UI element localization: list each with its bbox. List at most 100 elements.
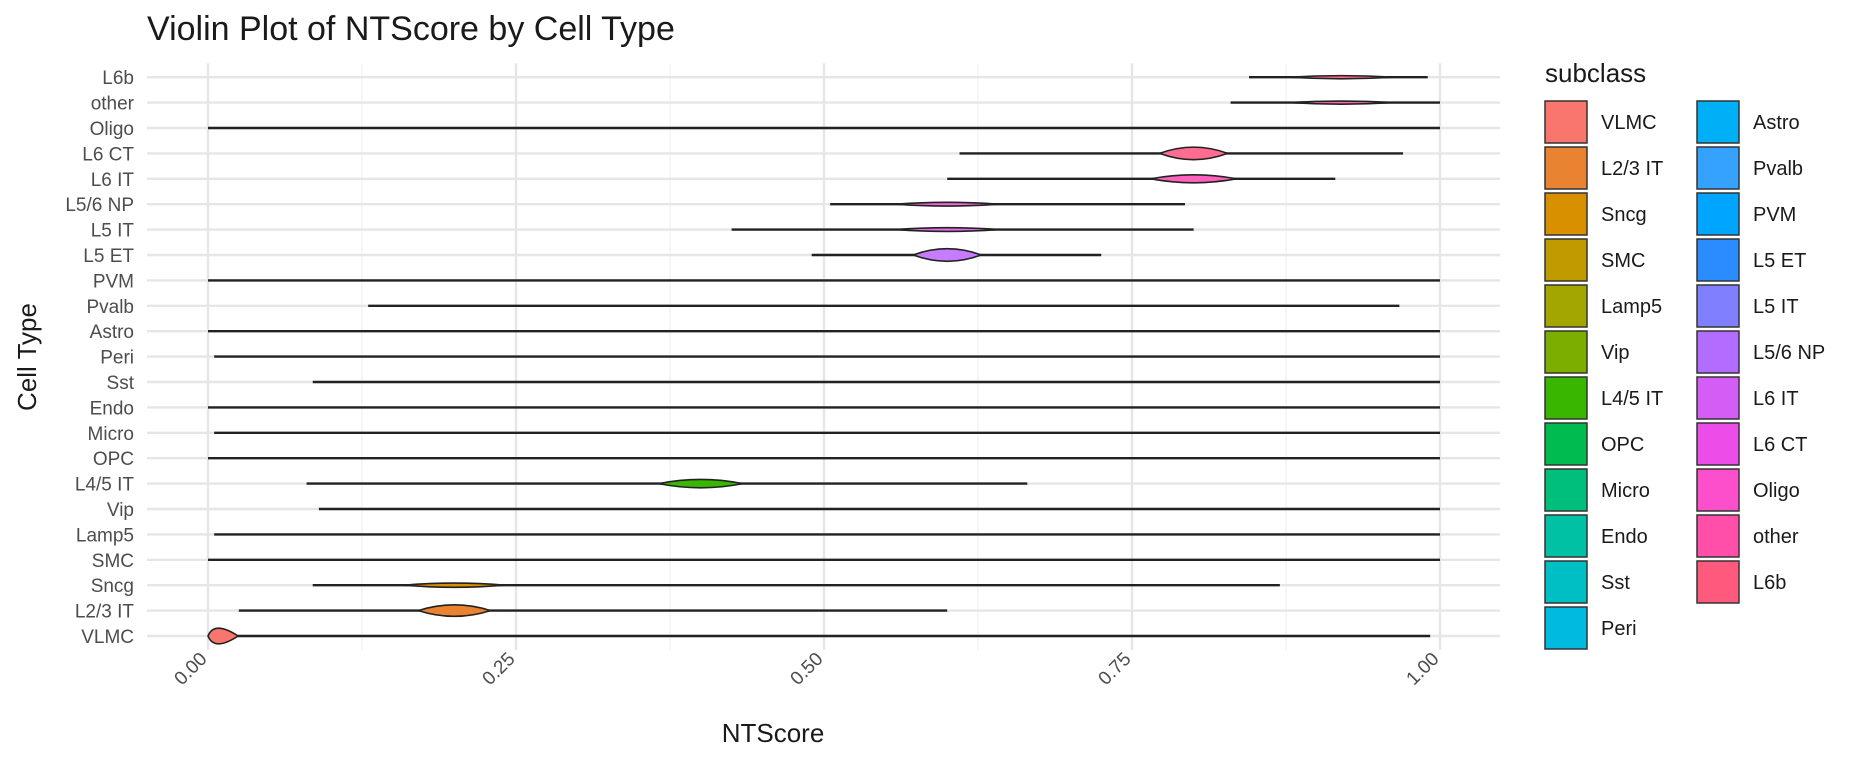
legend-label: VLMC bbox=[1601, 112, 1657, 134]
y-tick-label: other bbox=[91, 94, 135, 115]
y-tick-label: L6 IT bbox=[91, 170, 135, 191]
legend-label: Peri bbox=[1601, 618, 1637, 640]
y-tick-label: Peri bbox=[100, 348, 134, 369]
legend-label: Sncg bbox=[1601, 204, 1647, 226]
legend-label: OPC bbox=[1601, 434, 1644, 456]
violin-body bbox=[896, 226, 999, 233]
legend-swatch bbox=[1544, 100, 1588, 144]
legend-label: L5/6 NP bbox=[1753, 342, 1825, 364]
violin-body bbox=[658, 478, 743, 489]
y-tick-label: L2/3 IT bbox=[75, 602, 135, 623]
x-axis-ticks: 0.00 0.25 0.50 0.75 1.00 bbox=[171, 649, 1444, 690]
violin-body bbox=[207, 627, 240, 645]
y-tick-label: L6b bbox=[102, 68, 134, 89]
legend-label: L2/3 IT bbox=[1601, 158, 1663, 180]
violin-l4-5-it bbox=[306, 478, 1028, 489]
legend-label: Astro bbox=[1753, 112, 1800, 134]
legend-swatch bbox=[1544, 422, 1588, 466]
legend-swatch bbox=[1544, 514, 1588, 558]
y-tick-label: SMC bbox=[92, 551, 134, 572]
violin-l5-it bbox=[731, 226, 1194, 233]
legend-title: subclass bbox=[1545, 58, 1646, 88]
y-tick-label: L5 ET bbox=[83, 246, 134, 267]
violin-other bbox=[1230, 100, 1440, 105]
legend-label: Sst bbox=[1601, 572, 1630, 594]
violin-l6b bbox=[1249, 74, 1428, 80]
chart-title: Violin Plot of NTScore by Cell Type bbox=[147, 10, 675, 48]
violin-l5-6-np bbox=[830, 201, 1185, 207]
legend: VLMC L2/3 IT Sncg SMC Lamp5 Vip L4/5 IT OPC Micr… bbox=[1544, 100, 1825, 650]
legend-label: Pvalb bbox=[1753, 158, 1803, 180]
violin-l6-ct bbox=[959, 146, 1404, 161]
legend-swatch bbox=[1544, 376, 1588, 420]
legend-swatch bbox=[1696, 560, 1740, 604]
legend-swatch bbox=[1696, 330, 1740, 374]
violin-body bbox=[896, 201, 999, 207]
violin-l2-3-it bbox=[238, 604, 948, 618]
legend-swatch bbox=[1696, 468, 1740, 512]
y-tick-label: Astro bbox=[90, 322, 134, 343]
y-tick-label: Oligo bbox=[90, 119, 134, 140]
y-tick-label: Vip bbox=[107, 500, 134, 521]
legend-label: L6 CT bbox=[1753, 434, 1807, 456]
y-tick-label: Sncg bbox=[91, 576, 134, 597]
legend-swatch bbox=[1696, 422, 1740, 466]
legend-label: L6b bbox=[1753, 572, 1786, 594]
y-tick-label: L4/5 IT bbox=[75, 475, 135, 496]
y-tick-label: Pvalb bbox=[86, 297, 134, 318]
y-axis-ticks: VLMC L2/3 IT Sncg SMC Lamp5 Vip L4/5 IT OPC Micr… bbox=[65, 68, 134, 648]
legend-swatch bbox=[1696, 284, 1740, 328]
x-tick-label: 0.50 bbox=[787, 649, 828, 690]
x-tick-label: 1.00 bbox=[1403, 649, 1444, 690]
violin-body bbox=[1150, 174, 1237, 184]
legend-swatch bbox=[1696, 100, 1740, 144]
y-tick-label: Sst bbox=[107, 373, 135, 394]
legend-label: Oligo bbox=[1753, 480, 1800, 502]
y-tick-label: VLMC bbox=[81, 627, 134, 648]
violin-body bbox=[404, 582, 505, 589]
legend-swatch bbox=[1544, 146, 1588, 190]
y-tick-label: L5/6 NP bbox=[65, 195, 134, 216]
legend-label: Vip bbox=[1601, 342, 1630, 364]
violin-body bbox=[1289, 74, 1394, 80]
y-tick-label: Lamp5 bbox=[76, 525, 134, 546]
violin-body bbox=[910, 248, 984, 262]
violin-body bbox=[1289, 100, 1394, 105]
legend-swatch bbox=[1544, 468, 1588, 512]
violin-l5-et bbox=[811, 248, 1102, 262]
y-tick-label: Micro bbox=[88, 424, 134, 445]
y-tick-label: OPC bbox=[93, 449, 134, 470]
legend-swatch bbox=[1544, 560, 1588, 604]
violin-body bbox=[415, 604, 494, 618]
legend-swatch bbox=[1544, 284, 1588, 328]
violin-vlmc bbox=[207, 627, 1431, 645]
legend-label: other bbox=[1753, 526, 1799, 548]
y-tick-label: L6 CT bbox=[82, 144, 134, 165]
legend-swatch bbox=[1696, 192, 1740, 236]
legend-swatch bbox=[1544, 606, 1588, 650]
legend-swatch bbox=[1544, 330, 1588, 374]
legend-swatch bbox=[1696, 238, 1740, 282]
legend-swatch bbox=[1696, 514, 1740, 558]
y-tick-label: L5 IT bbox=[91, 221, 135, 242]
legend-label: L5 ET bbox=[1753, 250, 1806, 272]
legend-label: L5 IT bbox=[1753, 296, 1799, 318]
violin-sncg bbox=[312, 582, 1280, 589]
legend-label: L6 IT bbox=[1753, 388, 1799, 410]
x-axis-title: NTScore bbox=[722, 718, 825, 748]
legend-swatch bbox=[1544, 192, 1588, 236]
legend-label: Micro bbox=[1601, 480, 1650, 502]
legend-label: Endo bbox=[1601, 526, 1648, 548]
y-tick-label: Endo bbox=[90, 398, 134, 419]
legend-swatch bbox=[1696, 146, 1740, 190]
legend-label: SMC bbox=[1601, 250, 1645, 272]
legend-label: PVM bbox=[1753, 204, 1796, 226]
legend-label: L4/5 IT bbox=[1601, 388, 1663, 410]
x-tick-label: 0.75 bbox=[1095, 649, 1136, 690]
y-axis-title: Cell Type bbox=[12, 303, 42, 411]
x-tick-label: 0.00 bbox=[171, 649, 212, 690]
violin-body bbox=[1157, 146, 1230, 161]
legend-swatch bbox=[1544, 238, 1588, 282]
violins bbox=[207, 74, 1440, 645]
